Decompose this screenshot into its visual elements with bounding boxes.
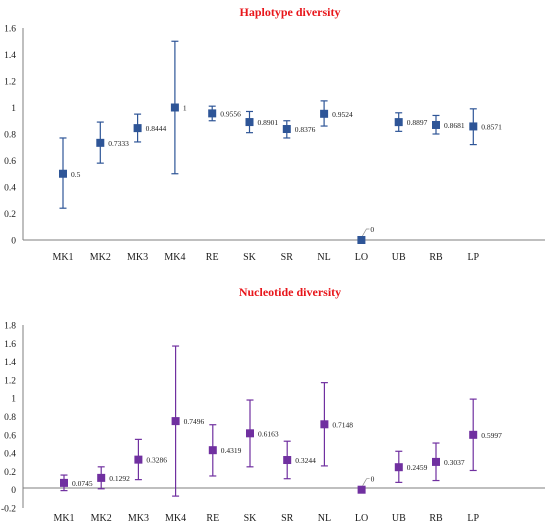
y-tick-label: 0.8 [4, 413, 16, 423]
data-point [282, 125, 291, 134]
x-tick-label: LO [355, 252, 368, 263]
data-label: 0.8571 [481, 122, 502, 131]
data-point [357, 485, 366, 494]
x-tick-label: UB [392, 252, 406, 263]
data-point [469, 430, 478, 439]
x-tick-label: RB [429, 513, 443, 524]
data-label: 1 [183, 104, 187, 113]
y-tick-label: 1.4 [4, 51, 16, 61]
x-tick-label: UB [392, 513, 406, 524]
y-tick-label: 1 [11, 395, 16, 405]
data-label: 0.5 [71, 170, 81, 179]
y-tick-label: 0.2 [4, 468, 16, 478]
data-point [357, 236, 366, 244]
data-point [320, 109, 329, 118]
data-label: 0.8897 [407, 118, 428, 127]
haplotype-diversity-chart: Haplotype diversity 0 0.2 0.4 0.6 0.8 1 1.2 1.4… [4, 5, 545, 263]
data-point [283, 456, 292, 465]
y-tick-label: 0.4 [4, 450, 16, 460]
data-label: 0.3286 [146, 456, 167, 465]
data-label: 0.2459 [407, 463, 428, 472]
x-tick-label: MK1 [52, 252, 73, 263]
y-tick-label: 0.6 [4, 431, 16, 441]
y-tick-label: 0.4 [4, 184, 16, 194]
data-point [96, 138, 105, 147]
data-label: 0.5997 [481, 431, 502, 440]
data-label: 0.9524 [332, 110, 353, 119]
data-label: 0.3037 [444, 458, 465, 467]
y-tick-label: 1.6 [4, 340, 16, 350]
x-tick-label: LP [467, 252, 479, 263]
data-label: 0.6163 [258, 429, 279, 438]
data-label: 0.8444 [146, 124, 167, 133]
y-tick-label: 0.2 [4, 210, 16, 220]
y-tick-label: 0.6 [4, 157, 16, 167]
x-tick-label: RE [206, 513, 219, 524]
data-point [97, 473, 106, 482]
x-tick-label: SK [243, 252, 257, 263]
data-label: 0.8901 [258, 118, 279, 127]
y-tick-label: 1.6 [4, 25, 16, 35]
y-tick-label: 1.2 [4, 376, 16, 386]
y-tick-label: 1.4 [4, 358, 16, 368]
x-tick-label: LO [355, 513, 368, 524]
y-tick-label: 1 [11, 104, 16, 114]
data-label: 0.9556 [220, 109, 241, 118]
y-tick-label: 0 [11, 237, 16, 247]
data-label: 0.0745 [72, 479, 93, 488]
y-tick-label: -0.2 [1, 505, 16, 515]
data-label: 0.4319 [221, 446, 242, 455]
data-point [59, 169, 67, 178]
chart-title: Haplotype diversity [240, 5, 341, 19]
data-label: 0.8376 [295, 125, 316, 134]
x-tick-label: RB [429, 252, 443, 263]
x-tick-label: LP [467, 513, 479, 524]
data-point [171, 417, 180, 426]
data-point [133, 124, 142, 133]
data-point [134, 455, 143, 464]
data-label: 0.1292 [109, 474, 130, 483]
label-leader-line [362, 228, 370, 237]
x-tick-label: SR [281, 252, 294, 263]
data-point [394, 463, 403, 472]
chart-title: Nucleotide diversity [239, 285, 341, 299]
y-tick-label: 0 [11, 486, 16, 496]
data-point [394, 118, 403, 127]
data-point [60, 478, 68, 487]
data-point [208, 109, 217, 118]
data-label: 0.7148 [332, 420, 353, 429]
x-tick-label: MK3 [127, 252, 148, 263]
x-tick-label: MK2 [91, 513, 112, 524]
y-tick-label: 0.8 [4, 131, 16, 141]
data-label: 0.3244 [295, 456, 316, 465]
data-label: 0 [370, 225, 374, 234]
data-point [246, 429, 254, 438]
y-tick-label: 1.8 [4, 322, 16, 332]
x-tick-label: MK4 [164, 252, 185, 263]
x-tick-label: SK [244, 513, 258, 524]
x-tick-label: MK1 [53, 513, 74, 524]
x-tick-label: RE [206, 252, 219, 263]
data-label: 0.8681 [444, 121, 465, 130]
x-tick-label: MK3 [128, 513, 149, 524]
data-point [469, 122, 478, 131]
data-label: 0.7496 [184, 417, 205, 426]
data-point [432, 457, 440, 466]
x-tick-label: MK2 [90, 252, 111, 263]
data-point [208, 446, 217, 455]
label-leader-line [362, 478, 370, 486]
data-point [245, 118, 254, 127]
data-point [432, 120, 440, 129]
x-tick-label: SR [281, 513, 294, 524]
data-point [170, 103, 179, 112]
x-tick-label: MK4 [165, 513, 186, 524]
nucleotide-diversity-chart: Nucleotide diversity -0.2 0 0.2 0.4 0.6 0.8 1 1… [1, 285, 545, 524]
x-tick-label: NL [318, 513, 331, 524]
data-label: 0.7333 [108, 139, 129, 148]
data-point [320, 420, 329, 429]
x-tick-label: NL [317, 252, 330, 263]
y-tick-label: 1.2 [4, 78, 16, 88]
data-label: 0 [371, 475, 375, 484]
